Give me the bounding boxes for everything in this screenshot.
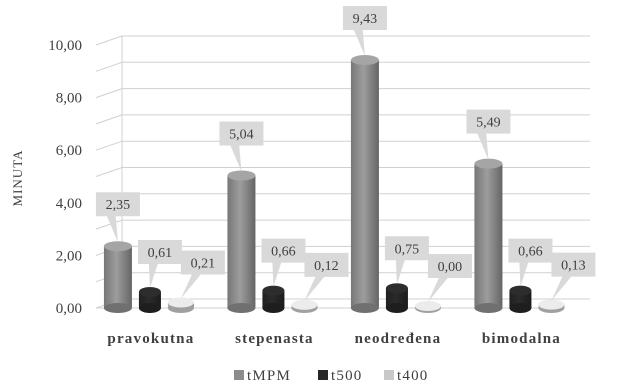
data-labels: 2,35 0,61 0,21 5,04 0,66 0,12 9,43 0,75 0,00 5,49… — [95, 5, 596, 302]
legend-item-tMPM: tMPM — [234, 368, 291, 384]
data-label-tMPM-stepenasta: 5,04 — [219, 121, 264, 172]
legend-item-t500: t500 — [318, 368, 362, 384]
data-label-t500-stepenasta: 0,66 — [261, 238, 306, 287]
x-tick-label: bimodalna — [482, 331, 561, 347]
bar-t400-bimodalna — [538, 299, 565, 313]
gridline-depth — [95, 219, 123, 230]
y-axis-ticks: 0,00 2,00 4,00 6,00 8,00 10,00 — [48, 38, 82, 317]
legend-label: tMPM — [247, 368, 291, 384]
data-label-text: 9,43 — [353, 12, 378, 27]
data-label-text: 0,00 — [438, 260, 463, 275]
data-label-text: 0,21 — [191, 256, 216, 271]
bar-t500-neodređena — [385, 283, 408, 313]
legend-swatch — [318, 370, 328, 380]
bar-t400-stepenasta — [291, 299, 318, 313]
bar-tMPM-bimodalna — [474, 158, 503, 313]
bar-tMPM-pravokutna — [103, 241, 132, 313]
y-axis-label: MINUTA — [10, 150, 25, 207]
data-label-t500-pravokutna: 0,61 — [137, 239, 182, 288]
y-tick-label: 2,00 — [56, 248, 82, 264]
x-tick-label: neodređena — [355, 331, 442, 347]
y-tick-label: 10,00 — [48, 38, 82, 54]
legend-swatch — [234, 370, 244, 380]
bars — [103, 54, 565, 313]
legend-label: t400 — [397, 368, 428, 384]
bar-t500-stepenasta — [262, 285, 285, 313]
data-label-text: 0,12 — [314, 259, 339, 274]
bar-t500-bimodalna — [509, 285, 532, 313]
data-label-text: 5,49 — [476, 116, 501, 131]
data-label-t400-bimodalna: 0,13 — [551, 252, 596, 301]
data-label-tMPM-pravokutna: 2,35 — [95, 192, 140, 243]
bar-t500-pravokutna — [138, 286, 161, 313]
bar-t400-neodređena — [414, 301, 441, 313]
data-label-t400-stepenasta: 0,12 — [304, 252, 349, 301]
bar-tMPM-stepenasta — [227, 170, 256, 313]
data-label-t400-neodređena: 0,00 — [427, 254, 472, 302]
gridline-depth — [95, 61, 123, 72]
data-label-tMPM-bimodalna: 5,49 — [466, 109, 511, 160]
data-label-text: 0,75 — [395, 242, 420, 257]
legend-label: t500 — [331, 368, 362, 384]
legend: tMPM t500 t400 — [234, 368, 428, 384]
data-label-text: 5,04 — [229, 127, 254, 142]
data-label-text: 0,66 — [518, 245, 543, 260]
y-tick-label: 4,00 — [56, 196, 82, 212]
data-label-t400-pravokutna: 0,21 — [180, 250, 225, 299]
gridline-depth — [95, 114, 123, 125]
gridline-depth — [95, 140, 123, 151]
x-tick-label: pravokutna — [107, 331, 194, 347]
gridline-depth — [95, 35, 123, 46]
data-label-t500-neodređena: 0,75 — [384, 236, 429, 285]
data-label-text: 0,13 — [561, 259, 586, 274]
x-tick-label: stepenasta — [235, 331, 314, 347]
data-label-tMPM-neodređena: 9,43 — [342, 5, 387, 56]
data-label-text: 2,35 — [106, 198, 131, 213]
data-label-text: 0,66 — [271, 245, 296, 260]
y-tick-label: 6,00 — [56, 143, 82, 159]
gridline-depth — [95, 88, 123, 99]
y-tick-label: 0,00 — [56, 301, 82, 317]
y-tick-label: 8,00 — [56, 91, 82, 107]
legend-swatch — [384, 370, 394, 380]
x-axis-categories: pravokutna stepenasta neodređena bimodalna — [107, 331, 561, 347]
data-label-text: 0,61 — [148, 246, 173, 261]
gridline-depth — [95, 167, 123, 177]
bar-t400-pravokutna — [167, 297, 194, 313]
bar-tMPM-neodređena — [350, 54, 379, 313]
legend-item-t400: t400 — [384, 368, 428, 384]
data-label-t500-bimodalna: 0,66 — [508, 238, 553, 287]
